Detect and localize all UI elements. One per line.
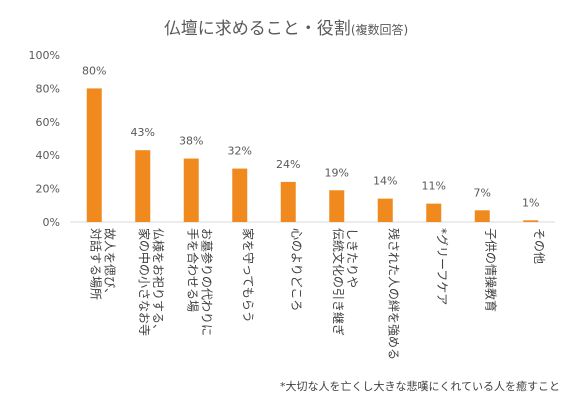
x-category-label: 家を守ってもらう <box>241 228 256 323</box>
data-label: 1% <box>522 196 539 209</box>
x-category-label: 伝統文化の引き継ぎ <box>331 228 346 336</box>
data-label: 14% <box>373 175 397 188</box>
bar <box>135 150 151 222</box>
x-category-label: 子供の情操教育 <box>483 228 498 312</box>
data-label: 38% <box>179 135 203 148</box>
x-category-label: 残された人の絆を強める <box>386 228 401 360</box>
data-label: 80% <box>82 64 106 77</box>
y-tick-label: 100% <box>29 49 60 62</box>
x-category-label: 家の中の小さなお寺 <box>137 228 152 336</box>
data-label: 11% <box>422 180 446 193</box>
bar <box>329 190 345 222</box>
bar <box>523 220 539 222</box>
y-tick-label: 40% <box>36 149 60 162</box>
data-label: 7% <box>474 186 491 199</box>
x-category-label: その他 <box>532 228 546 264</box>
x-category-label: 故人を偲び、 <box>102 228 117 300</box>
chart-footnote: *大切な人を亡くし大きな悲嘆にくれている人を癒すこと <box>280 380 560 393</box>
chart-title-main: 仏壇に求めること・役割 <box>163 19 351 39</box>
bar <box>426 203 442 222</box>
data-label: 32% <box>228 145 252 158</box>
data-label: 43% <box>131 126 155 139</box>
bar <box>280 181 296 222</box>
y-tick-label: 20% <box>36 183 60 196</box>
bar <box>183 158 199 222</box>
x-category-label: 手を合わせる場 <box>185 228 200 312</box>
x-category-label: 心のよりどころ <box>289 228 303 311</box>
data-label: 24% <box>276 158 300 171</box>
chart-title: 仏壇に求めること・役割(複数回答) <box>0 14 572 39</box>
y-tick-label: 60% <box>36 116 60 129</box>
bar <box>86 88 102 223</box>
x-category-label: *グリーフケア <box>435 228 449 305</box>
x-category-label: しきたりや <box>345 228 359 288</box>
x-category-label: 対話する場所 <box>88 228 103 300</box>
x-category-label: お墓参りの代わりに <box>199 228 214 336</box>
y-tick-label: 80% <box>36 82 60 95</box>
chart-subtitle: (複数回答) <box>350 23 409 37</box>
data-label: 19% <box>325 166 349 179</box>
bar <box>232 168 248 222</box>
x-category-label: 仏様をお祀りする、 <box>151 228 165 336</box>
bar <box>377 198 393 222</box>
y-tick-label: 0% <box>43 216 60 229</box>
bar <box>474 210 490 222</box>
